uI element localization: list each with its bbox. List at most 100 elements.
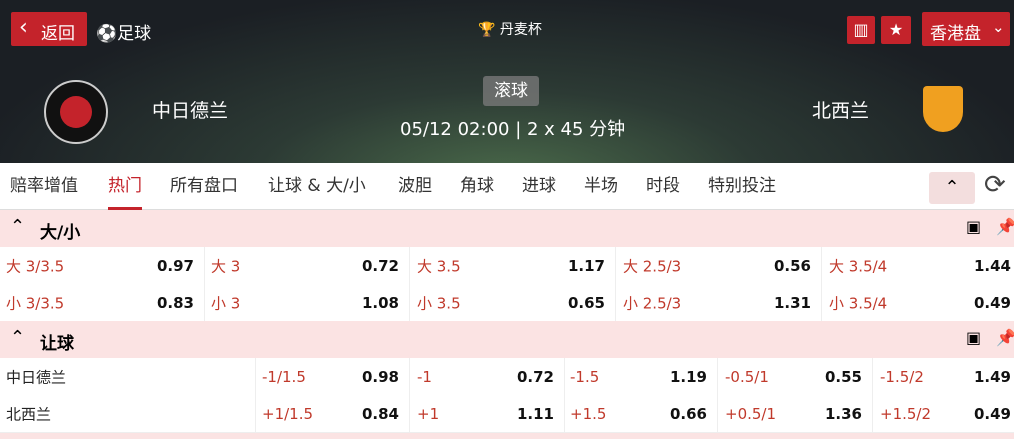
- tab[interactable]: 特别投注: [708, 176, 776, 196]
- tab[interactable]: 赔率增值: [10, 176, 78, 196]
- odds-cell[interactable]: +1 1.11: [411, 395, 565, 432]
- collapse-button[interactable]: ⌃: [929, 172, 975, 204]
- odds-cell[interactable]: 大 3.5 1.17: [411, 247, 616, 284]
- line-label: -1.5: [570, 367, 600, 386]
- line-label: 小 3/3.5: [6, 294, 65, 312]
- line-label: +0.5/1: [725, 404, 777, 423]
- tab[interactable]: 波胆: [398, 176, 432, 196]
- odds-cell[interactable]: 大 3/3.5 0.97: [0, 247, 205, 284]
- line-label: +1.5/2: [880, 404, 932, 423]
- odds-value: 0.98: [361, 367, 399, 386]
- footer-strip: [0, 433, 1014, 439]
- odds-value: 0.56: [773, 256, 811, 275]
- line-label: -0.5/1: [725, 367, 769, 386]
- odds-cell[interactable]: 小 3.5/4 0.49: [823, 284, 1014, 321]
- odds-value: 0.84: [361, 404, 399, 423]
- odds-value: 1.19: [669, 367, 707, 386]
- odds-value: 0.97: [156, 256, 194, 275]
- back-button[interactable]: ‹ 返回: [11, 12, 87, 46]
- home-team: 中日德兰: [152, 100, 229, 122]
- odds-value: 0.66: [669, 404, 707, 423]
- odds-row: 小 3/3.5 0.83 小 3 1.08 小 3.5 0.65 小 2.5/3 1.31 小 …: [0, 284, 1014, 322]
- line-label: 小 2.5/3: [623, 294, 682, 312]
- section-title: 大/小: [40, 223, 81, 243]
- odds-cell[interactable]: -1.5/2 1.49: [874, 358, 1014, 395]
- match-time: 05/12 02:00 | 2 x 45 分钟: [400, 119, 626, 140]
- team-cell: 北西兰: [0, 395, 256, 432]
- odds-cell[interactable]: 大 2.5/3 0.56: [617, 247, 822, 284]
- chevron: ⌃: [10, 216, 26, 237]
- odds-value: 1.17: [567, 256, 605, 275]
- pin-icon: 📌: [996, 217, 1014, 236]
- odds-cell[interactable]: 大 3.5/4 1.44: [823, 247, 1014, 284]
- odds-value: 0.65: [567, 293, 605, 312]
- away-team: 北西兰: [812, 100, 870, 122]
- camera-icon: ▣: [966, 217, 982, 236]
- tab[interactable]: 进球: [522, 176, 556, 196]
- tab-bar: [0, 0, 1014, 210]
- odds-value: 1.44: [973, 256, 1011, 275]
- team-cell: 中日德兰: [0, 358, 256, 395]
- market-label: 香港盘: [930, 24, 981, 44]
- odds-cell[interactable]: 小 3/3.5 0.83: [0, 284, 205, 321]
- refresh-button[interactable]: ⟳: [984, 170, 1006, 200]
- odds-row: 中日德兰 -1/1.5 0.98 -1 0.72 -1.5 1.19 -0.5/1 0.55 -1…: [0, 358, 1014, 396]
- pin-icon: 📌: [996, 328, 1014, 347]
- sport-label: 足球: [117, 24, 152, 44]
- tab[interactable]: 角球: [460, 176, 494, 196]
- odds-cell[interactable]: +1.5/2 0.49: [874, 395, 1014, 432]
- tab[interactable]: 所有盘口: [170, 176, 238, 196]
- odds-value: 1.49: [973, 367, 1011, 386]
- line-label: 大 3.5: [417, 257, 461, 275]
- line-label: 小 3.5/4: [829, 294, 888, 312]
- odds-cell[interactable]: 小 3.5 0.65: [411, 284, 616, 321]
- section-header[interactable]: ⌃ 大/小 ▣ 📌: [0, 210, 1014, 247]
- line-label: -1.5/2: [880, 367, 924, 386]
- tab[interactable]: 热门: [108, 163, 142, 210]
- sport[interactable]: ⚽足球: [96, 24, 152, 44]
- line-label: 小 3.5: [417, 294, 461, 312]
- odds-value: 0.49: [973, 293, 1011, 312]
- league: 🏆 丹麦杯: [478, 22, 542, 38]
- field-icon[interactable]: ▥: [847, 16, 875, 44]
- line-label: 大 2.5/3: [623, 257, 682, 275]
- odds-cell[interactable]: -1/1.5 0.98: [256, 358, 410, 395]
- odds-cell[interactable]: -0.5/1 0.55: [719, 358, 873, 395]
- section-title: 让球: [40, 334, 74, 354]
- odds-value: 1.36: [824, 404, 862, 423]
- odds-value: 1.11: [516, 404, 554, 423]
- odds-cell[interactable]: +1.5 0.66: [564, 395, 718, 432]
- line-label: +1.5: [570, 404, 607, 423]
- team-name: 北西兰: [6, 405, 52, 423]
- line-label: 小 3: [211, 294, 241, 312]
- odds-row: 北西兰 +1/1.5 0.84 +1 1.11 +1.5 0.66 +0.5/1 1.36 +1.…: [0, 395, 1014, 433]
- team-name: 中日德兰: [6, 368, 67, 386]
- line-label: -1: [417, 367, 432, 386]
- live-status: 滚球: [483, 76, 539, 106]
- odds-cell[interactable]: +1/1.5 0.84: [256, 395, 410, 432]
- market-dropdown[interactable]: 香港盘 ⌄: [922, 12, 1010, 46]
- odds-row: 大 3/3.5 0.97 大 3 0.72 大 3.5 1.17 大 2.5/3 0.56 大 …: [0, 247, 1014, 285]
- line-label: 大 3/3.5: [6, 257, 65, 275]
- line-label: -1/1.5: [262, 367, 306, 386]
- tab[interactable]: 半场: [584, 176, 618, 196]
- tab[interactable]: 让球 & 大/小: [268, 176, 366, 196]
- odds-cell[interactable]: 大 3 0.72: [205, 247, 410, 284]
- section-header[interactable]: ⌃ 让球 ▣ 📌: [0, 321, 1014, 358]
- camera-icon: ▣: [966, 328, 982, 347]
- odds-value: 1.08: [361, 293, 399, 312]
- away-logo: [923, 86, 963, 132]
- tab[interactable]: 时段: [646, 176, 680, 196]
- odds-cell[interactable]: 小 3 1.08: [205, 284, 410, 321]
- favorite-icon[interactable]: ★: [881, 16, 911, 44]
- odds-value: 0.72: [516, 367, 554, 386]
- odds-value: 0.72: [361, 256, 399, 275]
- line-label: +1/1.5: [262, 404, 314, 423]
- line-label: +1: [417, 404, 440, 423]
- odds-cell[interactable]: -1 0.72: [411, 358, 565, 395]
- odds-cell[interactable]: +0.5/1 1.36: [719, 395, 873, 432]
- chevron: ⌃: [10, 327, 26, 348]
- odds-cell[interactable]: -1.5 1.19: [564, 358, 718, 395]
- odds-cell[interactable]: 小 2.5/3 1.31: [617, 284, 822, 321]
